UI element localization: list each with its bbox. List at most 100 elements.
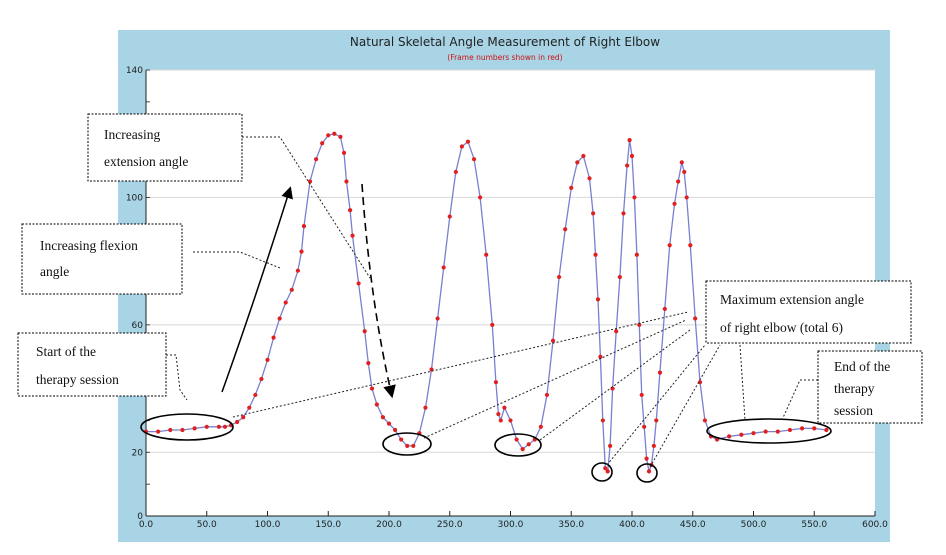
data-point — [320, 141, 325, 146]
flexion-arrow — [221, 186, 293, 393]
data-point — [356, 281, 361, 286]
data-point — [496, 411, 501, 417]
data-point — [341, 150, 347, 155]
x-tick-label: 450.0 — [680, 520, 706, 530]
ellipse-start — [140, 413, 234, 441]
data-point — [350, 233, 355, 238]
ellipse-min-2 — [494, 433, 542, 457]
max-text-1: Maximum extension angle — [720, 292, 864, 307]
start-text-1: Start of the — [36, 344, 96, 359]
data-point — [608, 443, 613, 449]
data-point — [241, 415, 246, 420]
x-tick-label: 350.0 — [558, 520, 584, 530]
data-point — [526, 442, 531, 447]
data-point — [617, 274, 622, 280]
ellipse-min-4 — [636, 463, 658, 483]
y-tick-label: 140 — [126, 66, 143, 76]
x-tick-label: 200.0 — [376, 520, 402, 530]
data-point — [679, 160, 684, 165]
max-text-2: of right elbow (total 6) — [720, 320, 843, 335]
x-tick-label: 0.0 — [139, 520, 154, 530]
data-point — [727, 434, 732, 439]
data-point — [684, 195, 689, 200]
data-point — [520, 447, 525, 452]
data-point — [299, 249, 304, 254]
ext-text-2: extension angle — [104, 154, 188, 169]
x-tick-label: 150.0 — [315, 520, 341, 530]
data-point — [581, 153, 586, 159]
data-point — [637, 322, 642, 327]
data-point — [441, 265, 446, 270]
ellipse-end — [706, 418, 832, 444]
data-point — [621, 211, 626, 216]
ellipse-min-3 — [591, 462, 613, 482]
data-point — [739, 432, 744, 437]
data-point — [625, 163, 630, 168]
annotation-max-extension: Maximum extension angle of right elbow (… — [705, 280, 912, 344]
data-point — [465, 139, 471, 144]
data-point — [459, 144, 464, 149]
data-point — [392, 427, 398, 433]
series-line — [146, 133, 827, 474]
data-point — [216, 424, 221, 429]
data-point — [557, 274, 562, 280]
data-point — [751, 431, 756, 436]
data-point — [447, 214, 452, 219]
data-point — [283, 300, 288, 305]
data-point — [435, 316, 440, 321]
data-point — [423, 405, 428, 410]
data-point — [595, 297, 601, 302]
x-tick-label: 500.0 — [741, 520, 767, 530]
chart-subtitle: (Frame numbers shown in red) — [447, 53, 562, 62]
data-point — [348, 208, 353, 213]
data-point — [639, 392, 644, 398]
annotation-increasing-extension: Increasing extension angle — [87, 113, 243, 182]
data-point — [508, 418, 513, 423]
data-point — [569, 185, 574, 190]
data-point — [634, 252, 639, 257]
flex-text-2: angle — [40, 264, 69, 279]
data-point — [344, 179, 349, 184]
data-point — [657, 370, 663, 375]
data-point — [192, 426, 197, 431]
data-point — [598, 354, 603, 359]
data-point — [366, 360, 371, 366]
data-point — [651, 443, 656, 449]
data-point — [235, 419, 240, 425]
data-point — [600, 418, 605, 423]
data-point — [662, 306, 667, 312]
data-point — [614, 329, 619, 334]
data-point — [265, 357, 270, 362]
data-point — [787, 427, 793, 433]
data-point — [484, 252, 489, 257]
leader-lines — [166, 136, 818, 468]
data-point — [763, 429, 768, 434]
data-point — [399, 437, 404, 442]
end-text-3: session — [834, 403, 873, 418]
data-point — [632, 195, 637, 200]
ellipse-markers — [140, 413, 832, 483]
data-point — [289, 287, 294, 292]
data-point — [550, 338, 556, 343]
y-tick-label: 0 — [137, 512, 143, 522]
data-point — [362, 329, 367, 334]
data-point — [654, 418, 659, 423]
ext-text-1: Increasing — [104, 127, 160, 142]
ellipse-min-1 — [382, 432, 432, 456]
data-point — [405, 443, 410, 449]
data-point — [603, 466, 608, 471]
data-point — [453, 169, 458, 175]
x-tick-label: 300.0 — [498, 520, 524, 530]
end-text-2: therapy — [834, 381, 875, 396]
data-point — [332, 131, 337, 136]
data-point — [702, 418, 708, 423]
data-point — [591, 211, 596, 216]
data-point — [498, 418, 503, 423]
extension-arrow — [361, 183, 396, 399]
data-point — [563, 227, 568, 232]
x-tick-label: 600.0 — [862, 520, 888, 530]
data-point — [544, 392, 550, 398]
data-point — [593, 252, 598, 257]
data-point — [326, 133, 331, 138]
